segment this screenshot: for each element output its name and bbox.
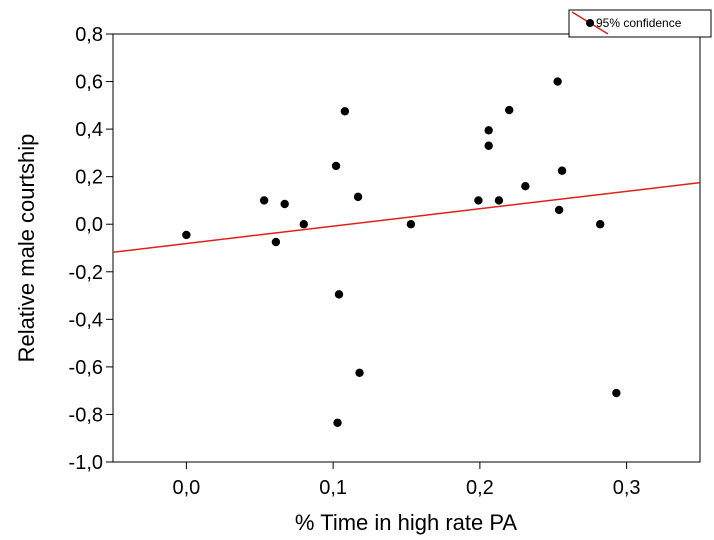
legend: 95% confidence [568, 9, 712, 38]
data-point [521, 181, 530, 191]
y-tick-label: 0,6 [75, 72, 103, 94]
x-axis: 0,0 0,1 0,2 0,3 [172, 462, 641, 499]
data-point [182, 230, 191, 240]
data-point [355, 368, 364, 378]
data-point [494, 196, 504, 205]
x-tick-label: 0,2 [466, 477, 494, 499]
legend-label: 95% confidence [596, 16, 682, 30]
y-tick-label: 0,8 [75, 24, 103, 46]
data-point [554, 205, 564, 215]
data-point [484, 141, 493, 150]
x-axis-title: % Time in high rate PA [295, 510, 517, 535]
data-point [333, 418, 342, 427]
x-tick-label: 0,1 [319, 477, 347, 499]
y-tick-label: -0,6 [69, 357, 103, 379]
data-point [474, 196, 483, 205]
y-tick-label: -0,4 [69, 309, 103, 331]
data-point [271, 237, 281, 247]
regression-line [112, 181, 701, 254]
data-point [340, 107, 350, 116]
data-point [406, 220, 416, 229]
data-point [331, 161, 341, 171]
legend-marker-icon [586, 19, 594, 27]
data-point [596, 220, 605, 229]
y-tick-label: -1,0 [69, 452, 103, 474]
y-tick-label: 0,0 [75, 214, 103, 236]
x-tick-label: 0,3 [613, 477, 641, 499]
data-point [299, 220, 308, 229]
data-point [612, 388, 621, 398]
y-tick-label: 0,4 [75, 119, 103, 141]
data-point [353, 192, 363, 202]
y-tick-label: -0,8 [69, 404, 103, 426]
y-tick-label: 0,2 [75, 167, 103, 189]
data-point [484, 126, 493, 135]
x-tick-label: 0,0 [172, 477, 200, 499]
data-point [505, 105, 514, 115]
data-point [334, 290, 344, 299]
data-point [553, 77, 562, 86]
data-point [280, 199, 289, 209]
y-tick-label: -0,2 [69, 262, 103, 284]
y-axis: 0,8 0,6 0,4 0,2 0,0 -0,2 -0,4 -0,6 -0,8 -1,0 [69, 24, 113, 474]
data-points [182, 77, 621, 427]
data-point [259, 196, 269, 205]
y-axis-title: Relative male courtship [14, 134, 39, 363]
plot-area [112, 33, 701, 463]
data-point [557, 166, 567, 175]
